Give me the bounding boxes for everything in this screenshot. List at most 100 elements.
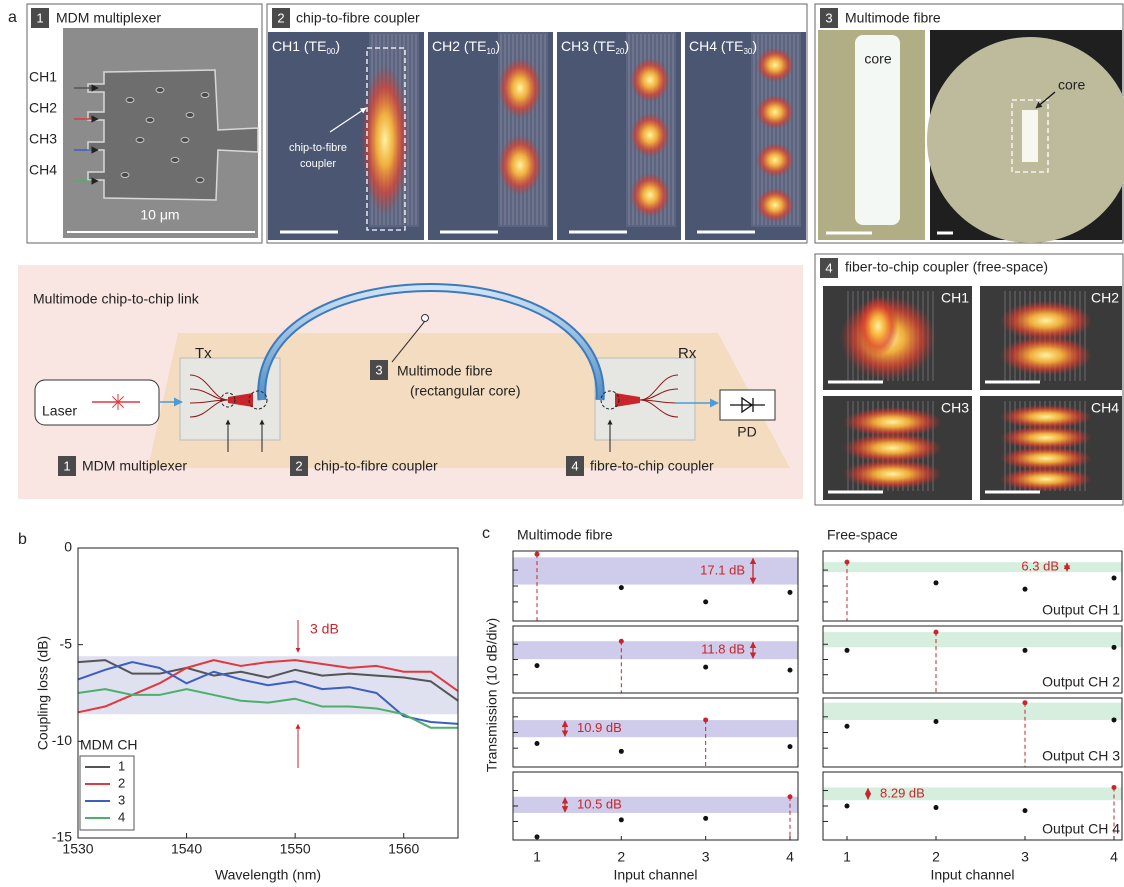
x-tick-label: 3	[1021, 849, 1029, 865]
badge-number: 4	[825, 260, 832, 275]
dot	[1022, 700, 1028, 706]
x-tick-label: 1540	[171, 841, 202, 857]
x-tick-label: 1530	[62, 841, 93, 857]
core-box	[1011, 99, 1049, 173]
fibre-point	[421, 314, 429, 322]
panel-title: fiber-to-chip coupler (free-space)	[845, 259, 1048, 275]
band	[513, 796, 798, 813]
etch-hole	[145, 117, 155, 123]
fibre-core	[1022, 110, 1038, 162]
output-label: Output CH 3	[1042, 748, 1120, 764]
etch-hole	[195, 177, 205, 183]
dot	[1111, 575, 1117, 581]
legend-label: 1	[118, 758, 125, 773]
highlight	[600, 390, 620, 410]
callout: MDM multiplexer	[82, 458, 187, 474]
dot	[618, 585, 624, 591]
dot	[1111, 784, 1117, 790]
plot-frame	[77, 547, 459, 839]
plot-frame	[822, 550, 1123, 622]
badge-number: 2	[277, 10, 284, 25]
badge-number: 2	[295, 458, 302, 473]
mode-label-part: )	[335, 38, 340, 54]
channel-label: CH4	[1091, 400, 1119, 416]
mode-glow	[843, 459, 942, 489]
plot-frame	[512, 625, 799, 694]
x-tick-label: 1	[533, 849, 541, 865]
dot	[933, 580, 939, 586]
panel-title: Multimode fibre	[845, 10, 941, 26]
badge	[272, 8, 290, 28]
etch-hole	[200, 92, 210, 98]
mode-glow	[1000, 446, 1092, 471]
dot	[534, 740, 540, 746]
legend-label: 3	[118, 792, 125, 807]
mode-glow	[1000, 404, 1092, 429]
legend-label: 4	[118, 809, 125, 824]
etch-hole	[170, 157, 180, 163]
waveguide	[639, 399, 679, 418]
dot	[534, 551, 540, 557]
x-axis-title: Wavelength (nm)	[215, 867, 321, 883]
mode-glow	[843, 407, 942, 437]
mode-label-part: CH3 (TE	[561, 38, 615, 54]
highlight	[220, 392, 236, 408]
callout: chip-to-fibre coupler	[314, 458, 438, 474]
mode-label-part: 10	[486, 47, 495, 56]
badge	[31, 8, 49, 28]
dot	[844, 647, 850, 653]
mode-glow	[630, 173, 670, 217]
line	[77, 659, 459, 702]
etch-hole	[155, 87, 165, 93]
core-label: core	[864, 51, 891, 67]
diode	[730, 396, 765, 414]
badge-number: 1	[36, 10, 43, 25]
panel-frame	[26, 3, 263, 244]
mode-glow	[1000, 335, 1092, 376]
mode-glow	[630, 58, 670, 102]
channel-label: CH3	[941, 400, 969, 416]
badge-number: 3	[375, 362, 382, 377]
band-label: 8.29 dB	[880, 785, 925, 800]
pd-label: PD	[737, 424, 756, 440]
mode-label-part: CH4 (TE	[689, 38, 743, 54]
column-title: Free-space	[827, 527, 898, 543]
mode-glow	[756, 48, 794, 82]
line	[77, 659, 459, 714]
band	[823, 632, 1122, 648]
x-tick-label: 1	[843, 849, 851, 865]
rx-label: Rx	[678, 345, 697, 362]
mode-glow	[1000, 425, 1092, 450]
dot	[933, 805, 939, 811]
mode-label: CH2 (TE10)	[432, 38, 500, 56]
mode-label-part: CH2 (TE	[432, 38, 486, 54]
x-tick-label: 1550	[280, 841, 311, 857]
panel-label: a	[8, 9, 17, 26]
output-label: Output CH 1	[1042, 602, 1120, 618]
y-tick-label: -15	[52, 829, 72, 845]
dot	[618, 638, 624, 644]
dot	[787, 794, 793, 800]
mode-glow	[843, 433, 942, 463]
mode-glow	[498, 58, 542, 118]
laser-star	[117, 395, 125, 403]
y-tick-label: -10	[52, 732, 72, 748]
badge	[370, 360, 388, 380]
mode-glow	[756, 95, 794, 129]
band	[513, 720, 798, 738]
mode-label-part: 20	[615, 47, 624, 56]
dot	[703, 717, 709, 723]
dot	[787, 589, 793, 595]
laser-star	[117, 401, 125, 409]
dot	[1022, 586, 1028, 592]
band	[823, 787, 1122, 801]
legend-title: MDM CH	[80, 737, 138, 753]
x-tick-label: 1560	[388, 841, 419, 857]
dot	[844, 803, 850, 809]
fibre-label: Multimode fibre	[397, 363, 493, 379]
dot	[787, 744, 793, 750]
badge-number: 3	[825, 10, 832, 25]
x-tick-label: 4	[1110, 849, 1118, 865]
mode-glow	[361, 65, 409, 215]
